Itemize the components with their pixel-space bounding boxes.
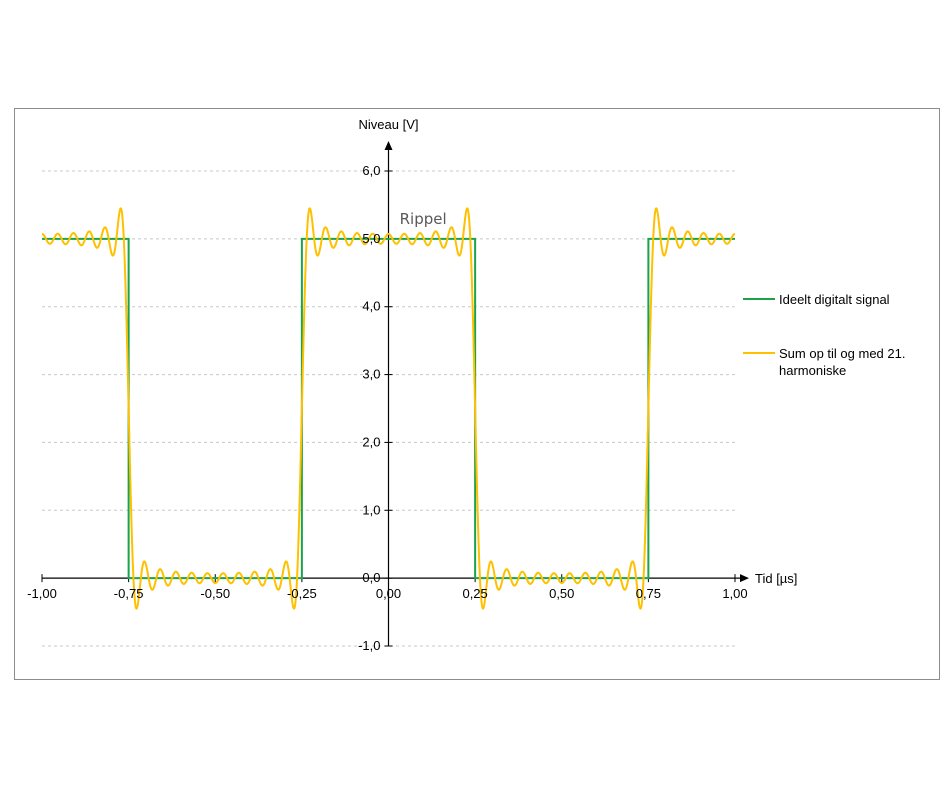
x-axis-title: Tid [µs] bbox=[755, 571, 797, 586]
x-tick-label: -0,75 bbox=[114, 586, 144, 601]
legend-label-ideal: Ideelt digitalt signal bbox=[779, 292, 890, 307]
y-tick-label: 3,0 bbox=[362, 367, 380, 382]
legend-label-fourier-line2: harmoniske bbox=[779, 363, 846, 378]
y-tick-label: -1,0 bbox=[358, 638, 380, 653]
x-tick-label: 0,50 bbox=[549, 586, 574, 601]
x-axis-arrow bbox=[740, 574, 749, 583]
x-tick-label: 0,75 bbox=[636, 586, 661, 601]
y-tick-label: 5,0 bbox=[362, 231, 380, 246]
x-tick-label: -0,25 bbox=[287, 586, 317, 601]
annotation-rippel: Rippel bbox=[400, 210, 447, 228]
y-tick-label: 1,0 bbox=[362, 502, 380, 517]
chart-svg: -1,00 -0,75 -0,50 -0,25 0,00 0,25 0,50 0,75 1,00… bbox=[27, 117, 905, 653]
x-tick-label: 1,00 bbox=[722, 586, 747, 601]
y-tick-label: 0,0 bbox=[362, 570, 380, 585]
x-tick-label: -0,50 bbox=[200, 586, 230, 601]
y-tick-label: 4,0 bbox=[362, 299, 380, 314]
series-fourier-sum bbox=[41, 207, 736, 610]
x-tick-label: 0,25 bbox=[462, 586, 487, 601]
x-tick-label: 0,00 bbox=[376, 586, 401, 601]
chart-frame: -1,00 -0,75 -0,50 -0,25 0,00 0,25 0,50 0,75 1,00… bbox=[14, 108, 940, 680]
legend-label-fourier-line1: Sum op til og med 21. bbox=[779, 346, 905, 361]
y-axis-title: Niveau [V] bbox=[359, 117, 419, 132]
y-axis-arrow bbox=[384, 141, 393, 150]
y-tick-label: 2,0 bbox=[362, 434, 380, 449]
legend-label-fourier: Sum op til og med 21. harmoniske bbox=[779, 346, 905, 378]
y-tick-label: 6,0 bbox=[362, 163, 380, 178]
x-tick-label: -1,00 bbox=[27, 586, 57, 601]
